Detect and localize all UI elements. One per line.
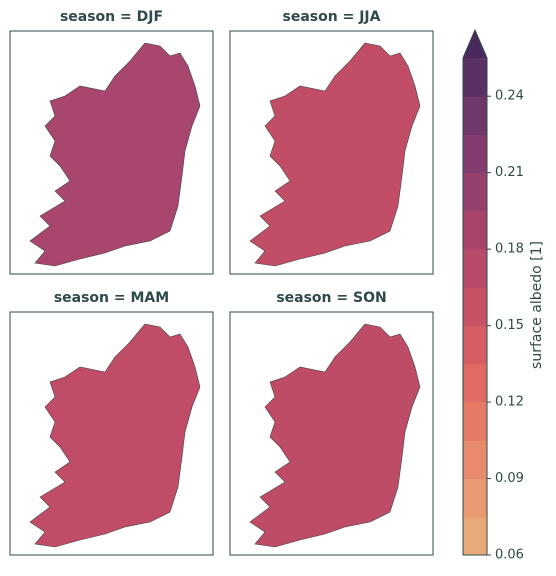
- panel-frame: [9, 311, 214, 556]
- colorbar-extend: [463, 30, 487, 58]
- colorbar-tick-label: 0.12: [495, 395, 524, 410]
- colorbar-label: surface albedo [1]: [529, 241, 545, 369]
- colorbar-tick-label: 0.21: [495, 165, 524, 180]
- panel-title: season = MAM: [54, 290, 169, 306]
- colorbar-band: [463, 287, 487, 327]
- colorbar-tick-label: 0.09: [495, 471, 524, 486]
- colorbar-band: [463, 172, 487, 212]
- map-region: [29, 42, 201, 267]
- colorbar-band: [463, 58, 487, 97]
- colorbar-tick-label: 0.18: [495, 242, 524, 257]
- colorbar-band: [463, 249, 487, 288]
- panel-title: season = JJA: [283, 9, 381, 25]
- panel-title: season = SON: [276, 290, 386, 306]
- colorbar-outline: [462, 28, 488, 556]
- colorbar-band: [463, 363, 487, 403]
- colorbar-band: [463, 478, 487, 518]
- map-region: [249, 323, 421, 548]
- colorbar-band: [463, 210, 487, 250]
- colorbar-band: [463, 325, 487, 365]
- panel-title: season = DJF: [60, 9, 163, 25]
- colorbar-band: [463, 516, 487, 556]
- colorbar-tick-label: 0.24: [495, 89, 524, 104]
- colorbar-band: [463, 134, 487, 174]
- map-region: [29, 323, 201, 548]
- colorbar-band: [463, 96, 487, 135]
- colorbar-tick-label: 0.15: [495, 318, 524, 333]
- colorbar-band: [463, 440, 487, 480]
- colorbar-tick-label: 0.06: [495, 548, 524, 563]
- panel-frame: [229, 30, 434, 275]
- map-region: [249, 42, 421, 267]
- colorbar-band: [463, 402, 487, 441]
- panel-frame: [9, 30, 214, 275]
- panel-frame: [229, 311, 434, 556]
